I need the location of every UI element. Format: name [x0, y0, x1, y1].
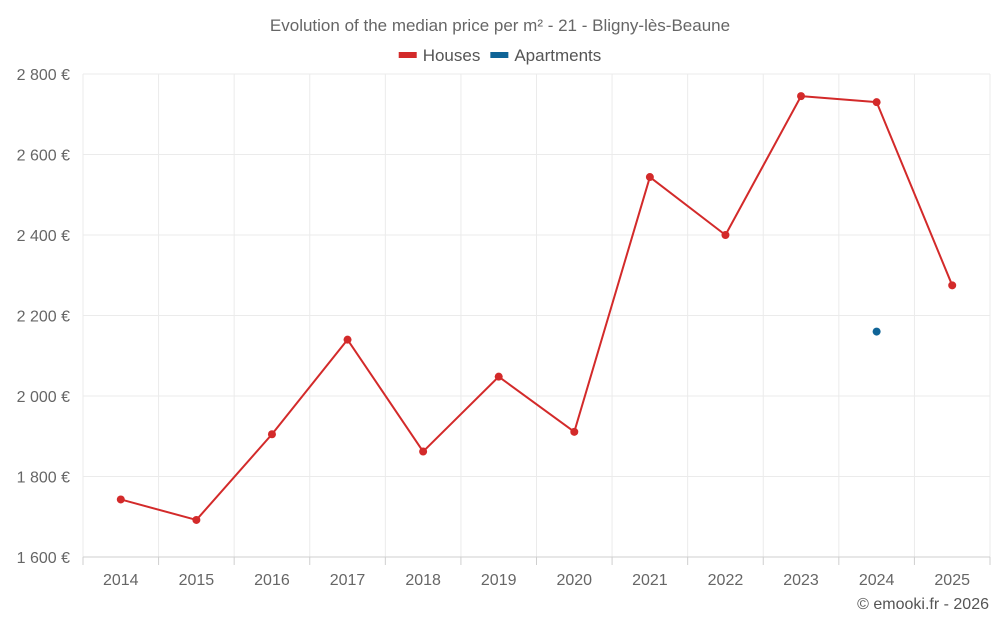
x-tick-label: 2019	[481, 572, 517, 589]
houses-series-line	[120, 95, 954, 521]
x-tick-label: 2016	[254, 572, 290, 589]
y-tick-label: 2 800 €	[17, 67, 70, 84]
x-tick-label: 2022	[708, 572, 744, 589]
houses-point-2020[interactable]	[570, 427, 579, 436]
houses-point-2018[interactable]	[419, 447, 428, 456]
houses-point-2021[interactable]	[645, 173, 654, 182]
houses-point-2023[interactable]	[797, 92, 806, 101]
x-tick-label: 2015	[179, 572, 215, 589]
houses-point-2025[interactable]	[948, 281, 957, 290]
credit-text: © emooki.fr - 2026	[857, 596, 989, 613]
y-tick-label: 1 800 €	[17, 470, 70, 487]
y-tick-label: 2 000 €	[17, 389, 70, 406]
x-tick-label: 2020	[556, 572, 592, 589]
x-tick-label: 2024	[859, 572, 895, 589]
legend-swatch-houses[interactable]	[398, 52, 417, 58]
y-tick-label: 1 600 €	[17, 550, 70, 567]
grid	[82, 73, 991, 558]
houses-point-2016[interactable]	[267, 430, 276, 439]
houses-point-2019[interactable]	[494, 372, 503, 381]
houses-point-2017[interactable]	[343, 335, 352, 344]
axes: 1 600 € 1 800 € 2 000 € 2 200 € 2 400 € 2 600…	[17, 67, 991, 589]
apartments-point-2024[interactable]	[872, 327, 881, 336]
houses-point-2022[interactable]	[721, 231, 730, 239]
legend-label-houses[interactable]: Houses	[423, 46, 481, 65]
chart-title: Evolution of the median price per m² - 2…	[270, 16, 730, 35]
houses-point-2024[interactable]	[872, 98, 881, 107]
legend: Houses Apartments	[398, 46, 601, 65]
x-tick-label: 2017	[330, 572, 366, 589]
x-tick-label: 2014	[103, 572, 139, 589]
legend-label-apartments[interactable]: Apartments	[514, 46, 601, 65]
y-tick-label: 2 600 €	[17, 148, 70, 165]
y-tick-label: 2 400 €	[17, 228, 70, 245]
x-tick-label: 2025	[934, 572, 970, 589]
x-tick-label: 2021	[632, 572, 668, 589]
x-tick-label: 2023	[783, 572, 819, 589]
houses-point-2015[interactable]	[192, 515, 201, 524]
series	[116, 92, 957, 524]
y-tick-label: 2 200 €	[17, 309, 70, 326]
houses-point-2014[interactable]	[116, 495, 125, 504]
legend-swatch-apartments[interactable]	[490, 52, 509, 58]
x-tick-label: 2018	[405, 572, 441, 589]
